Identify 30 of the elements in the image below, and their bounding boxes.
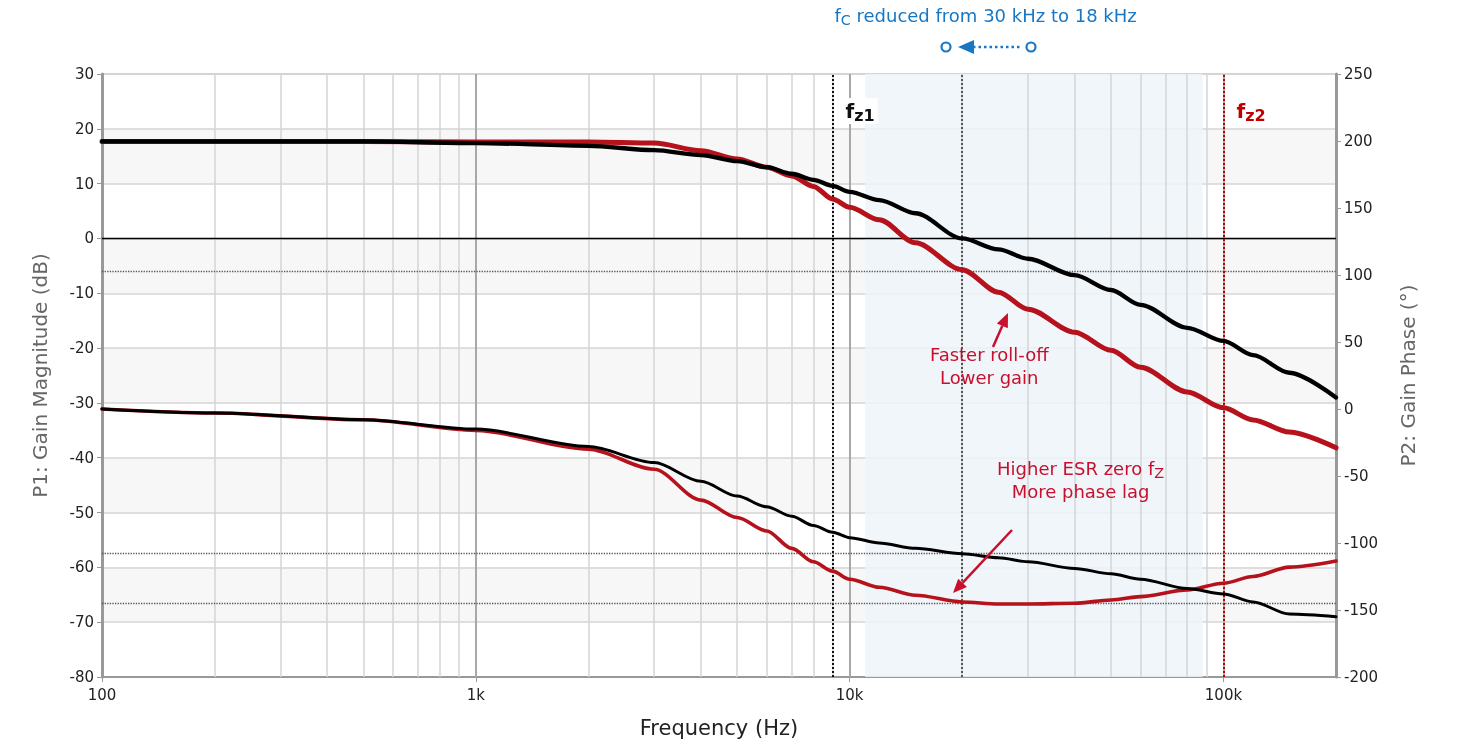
y-tick-label: -60 [69, 558, 94, 577]
x-tick-label: 1k [466, 685, 486, 704]
y2-tick-label: -200 [1344, 668, 1379, 686]
y2-tick-label: -100 [1344, 534, 1379, 552]
y2-tick-label: -50 [1344, 467, 1369, 485]
y-tick-label: -50 [69, 503, 94, 522]
y2-tick-label: 50 [1344, 333, 1364, 351]
y2-tick-label: 200 [1344, 132, 1373, 150]
x-tick-label: 10k [835, 685, 864, 704]
y2-tick-label: 100 [1344, 266, 1373, 284]
y2-tick-label: 150 [1344, 199, 1373, 217]
y-tick-label: 20 [74, 119, 94, 138]
y-tick-label: 0 [84, 229, 94, 248]
y2-axis-title: P2: Gain Phase (°) [1396, 284, 1420, 467]
y-tick-label: -80 [69, 668, 94, 686]
y-tick-label: 30 [74, 65, 94, 83]
x-tick-label: 100k [1204, 685, 1243, 704]
y-tick-label: -20 [69, 339, 94, 358]
y2-tick-label: 0 [1344, 400, 1354, 418]
y-tick-label: 10 [74, 174, 94, 193]
y-tick-label: -30 [69, 393, 94, 412]
y-tick-label: -40 [69, 448, 94, 467]
y2-tick-label: 250 [1344, 65, 1373, 83]
annotation: Faster roll-off Lower gain [929, 343, 1050, 388]
x-tick-label: 100 [87, 685, 117, 704]
y-tick-label: -10 [69, 284, 94, 303]
x-axis-title: Frequency (Hz) [639, 715, 799, 740]
y-tick-label: -70 [69, 613, 94, 632]
y-axis-title: P1: Gain Magnitude (dB) [28, 253, 52, 498]
y2-tick-label: -150 [1344, 601, 1379, 619]
